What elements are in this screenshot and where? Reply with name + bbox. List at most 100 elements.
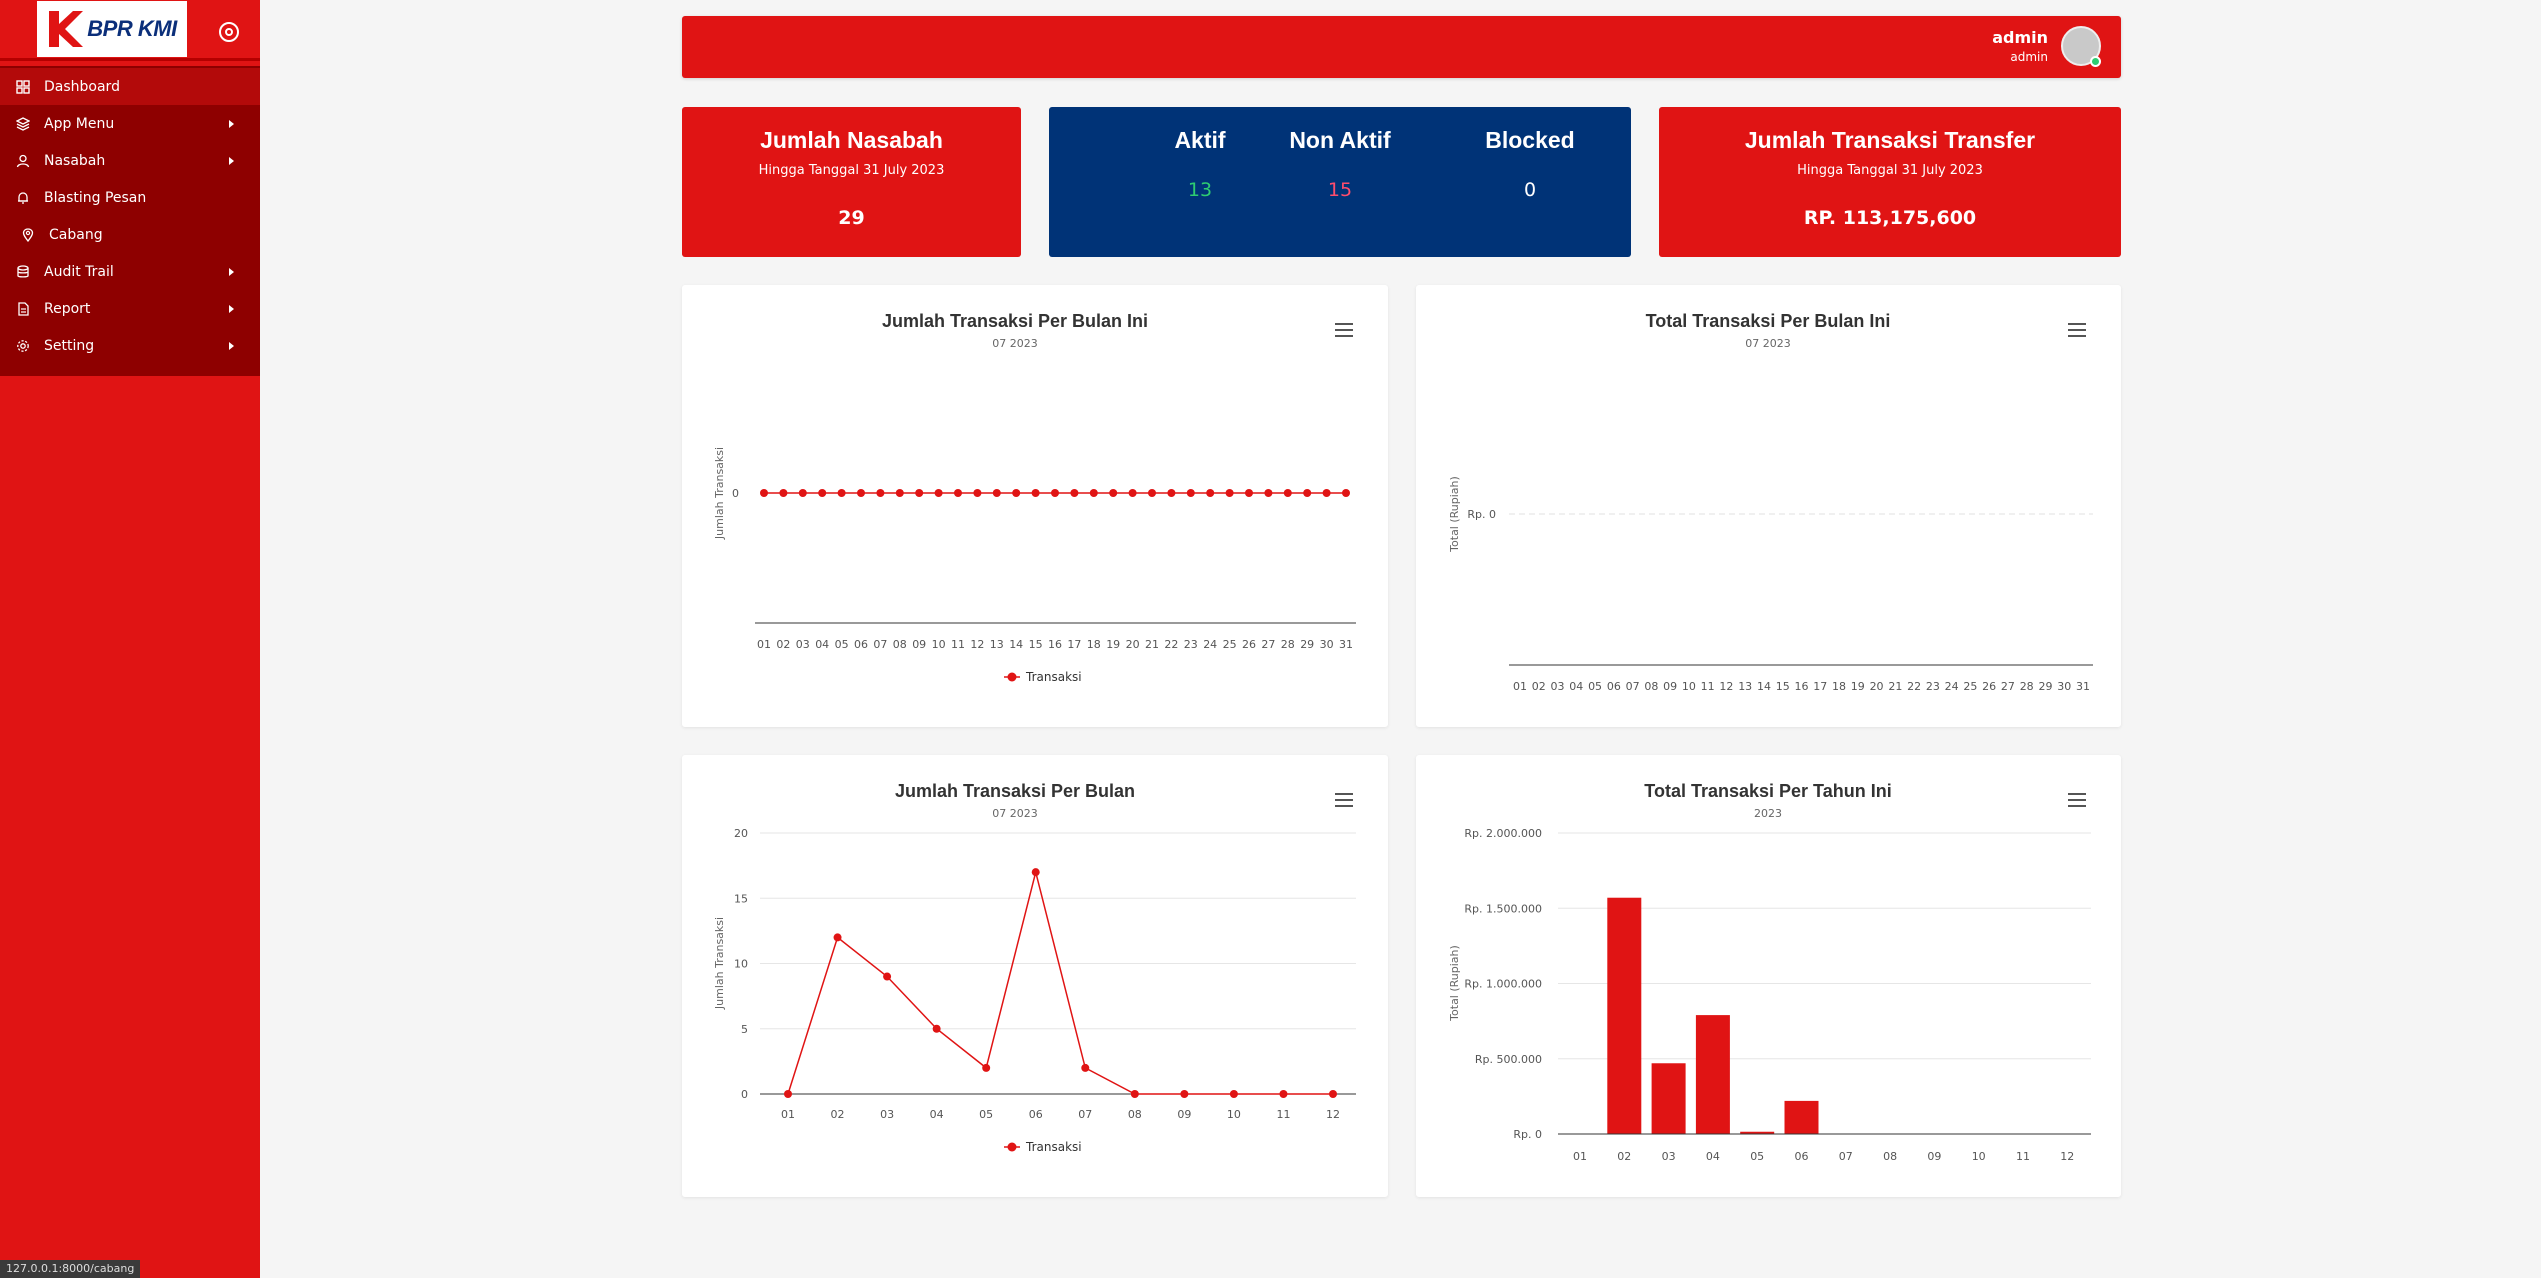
x-tick-label: 09 [1177,1108,1191,1121]
chart-menu-icon[interactable] [1335,323,1353,337]
bar [1607,897,1642,1134]
chart-total-transaksi-per-tahun-ini: Total Transaksi Per Tahun Ini 2023 Rp. 0 Rp… [1448,781,2091,1163]
data-point [798,489,807,497]
data-point [1225,489,1234,497]
sidebar-item-app-menu[interactable]: App Menu [0,105,260,142]
x-tick-label: 31 [1339,638,1353,651]
x-tick-label: 18 [1832,680,1846,693]
sidebar-toggle-icon[interactable] [219,22,239,42]
data-point [876,489,885,497]
data-point [1206,489,1215,497]
x-tick-label: 06 [854,638,868,651]
data-point [973,489,982,497]
legend-label: Transaksi [1025,1140,1082,1154]
sidebar-item-audit-trail[interactable]: Audit Trail [0,253,260,290]
data-point [932,1024,941,1033]
x-tick-label: 16 [1048,638,1062,651]
chevron-right-icon [229,305,234,313]
data-point [818,489,827,497]
x-tick-label: 30 [2057,680,2071,693]
brand-mark-icon [49,11,84,47]
chart-panel-total-bulan-ini: Total Transaksi Per Bulan Ini 07 2023 Rp. … [1416,285,2121,727]
y-tick-label: Rp. 2.000.000 [1464,827,1542,840]
brand-logo[interactable]: BPR KMI [37,1,187,57]
card-jumlah-nasabah: Jumlah Nasabah Hingga Tanggal 31 July 20… [682,107,1021,257]
sidebar-item-nasabah[interactable]: Nasabah [0,142,260,179]
sidebar-item-setting[interactable]: Setting [0,327,260,364]
chart-menu-icon[interactable] [1335,793,1353,807]
sidebar-item-label: Blasting Pesan [44,189,147,206]
x-tick-label: 29 [1300,638,1314,651]
y-tick-label: Rp. 500.000 [1475,1053,1542,1066]
x-tick-label: 27 [1261,638,1275,651]
chart-title: Total Transaksi Per Bulan Ini [1646,311,1891,331]
data-point [1031,868,1040,877]
x-tick-label: 04 [815,638,829,651]
grid-icon [15,79,31,95]
sidebar-item-report[interactable]: Report [0,290,260,327]
x-tick-label: 27 [2001,680,2015,693]
card-title: Jumlah Transaksi Transfer [1744,127,2036,153]
stat-label: Aktif [1174,127,1226,153]
sidebar-item-dashboard[interactable]: Dashboard [0,68,260,105]
chart-title: Total Transaksi Per Tahun Ini [1644,781,1891,801]
x-tick-label: 11 [1701,680,1715,693]
stat-value: 15 [1327,179,1353,201]
x-tick-label: 03 [880,1108,894,1121]
x-tick-label: 20 [1870,680,1884,693]
x-tick-label: 12 [1719,680,1733,693]
y-tick-label: 0 [741,1088,748,1101]
data-point [1031,489,1040,497]
x-tick-label: 22 [1907,680,1921,693]
x-tick-label: 03 [1662,1150,1676,1163]
sidebar-item-blasting-pesan[interactable]: Blasting Pesan [0,179,260,216]
sidebar-item-cabang[interactable]: Cabang [0,216,260,253]
x-tick-label: 01 [781,1108,795,1121]
x-tick-label: 24 [1203,638,1217,651]
top-navbar: admin admin [682,16,2121,78]
data-point [883,972,892,981]
x-tick-label: 25 [1223,638,1237,651]
gear-icon [15,338,31,354]
x-tick-label: 19 [1106,638,1120,651]
data-point [1303,489,1312,497]
x-tick-label: 12 [2060,1150,2074,1163]
y-axis-label: Total (Rupiah) [1448,476,1461,553]
data-point [1167,489,1176,497]
x-tick-label: 28 [1281,638,1295,651]
x-tick-label: 28 [2020,680,2034,693]
x-tick-label: 01 [1513,680,1527,693]
x-tick-label: 03 [796,638,810,651]
y-tick-label: Rp. 1.500.000 [1464,902,1542,915]
user-role: admin [2010,50,2048,64]
chart-panel-transaksi-bulan-ini: Jumlah Transaksi Per Bulan Ini 07 2023 0 Ju… [682,285,1388,727]
y-tick-label: 15 [734,892,748,905]
x-tick-label: 22 [1164,638,1178,651]
status-url: 127.0.0.1:8000/cabang [0,1260,141,1278]
x-tick-label: 23 [1926,680,1940,693]
stat-value: 0 [1523,179,1537,201]
chart-menu-icon[interactable] [2068,793,2086,807]
x-tick-label: 25 [1963,680,1977,693]
user-name[interactable]: admin [1992,28,2048,47]
data-point [1245,489,1253,497]
x-tick-label: 07 [1078,1108,1092,1121]
chart-menu-icon[interactable] [2068,323,2086,337]
data-point [1329,1090,1337,1098]
x-tick-label: 08 [1883,1150,1897,1163]
data-point [760,489,768,497]
x-tick-label: 21 [1145,638,1159,651]
chevron-right-icon [229,342,234,350]
x-tick-label: 31 [2076,680,2090,693]
y-tick-label: Rp. 1.000.000 [1464,978,1542,991]
x-tick-label: 10 [1682,680,1696,693]
data-point [915,489,924,497]
x-tick-label: 02 [776,638,790,651]
series-line [787,871,1333,1095]
x-tick-label: 10 [1972,1150,1986,1163]
x-tick-label: 06 [1795,1150,1809,1163]
legend-marker [1007,672,1017,682]
x-tick-label: 10 [932,638,946,651]
x-tick-label: 11 [2016,1150,2030,1163]
x-tick-label: 15 [1029,638,1043,651]
